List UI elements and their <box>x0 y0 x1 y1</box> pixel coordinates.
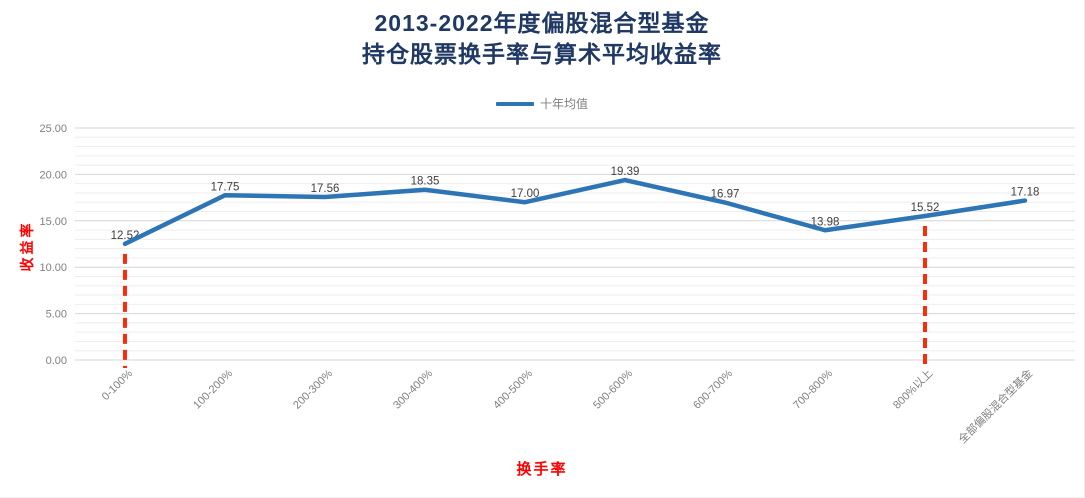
y-tick-label: 20.00 <box>39 169 67 181</box>
x-tick-label-group: 0-100% <box>100 367 135 402</box>
x-tick-label-group: 300-400% <box>391 367 435 411</box>
data-label: 17.18 <box>1011 187 1040 199</box>
x-tick-label: 700-800% <box>791 367 835 411</box>
x-tick-label-group: 400-500% <box>491 367 535 411</box>
x-tick-label-group: 500-600% <box>591 367 635 411</box>
x-tick-label: 0-100% <box>100 367 135 402</box>
x-tick-label: 400-500% <box>491 367 535 411</box>
x-tick-label-group: 700-800% <box>791 367 835 411</box>
x-tick-label-group: 100-200% <box>191 367 235 411</box>
data-label: 17.00 <box>511 188 540 200</box>
series-line <box>122 177 1028 247</box>
data-label: 17.75 <box>211 181 240 193</box>
chart-title-line1: 2013-2022年度偏股混合型基金 <box>374 10 710 36</box>
y-tick-label: 10.00 <box>39 262 67 274</box>
y-tick-label: 15.00 <box>39 216 67 228</box>
y-tick-label: 0.00 <box>46 355 67 367</box>
data-label: 17.56 <box>311 183 340 195</box>
x-tick-label: 600-700% <box>691 367 735 411</box>
x-tick-label: 全部偏股混合型基金 <box>955 366 1035 446</box>
x-tick-label-group: 800%以上 <box>890 367 935 412</box>
data-label: 18.35 <box>411 176 440 188</box>
data-label: 13.98 <box>811 216 840 228</box>
data-label: 16.97 <box>711 189 740 201</box>
y-tick-label: 5.00 <box>46 309 67 321</box>
x-tick-label-group: 全部偏股混合型基金 <box>955 366 1035 446</box>
x-tick-label-group: 600-700% <box>691 367 735 411</box>
data-label: 15.52 <box>911 202 940 214</box>
x-tick-label: 300-400% <box>391 367 435 411</box>
x-tick-label: 100-200% <box>191 367 235 411</box>
data-label: 19.39 <box>611 166 640 178</box>
x-tick-label: 200-300% <box>291 367 335 411</box>
chart-title: 2013-2022年度偏股混合型基金 持仓股票换手率与算术平均收益率 <box>0 8 1084 70</box>
legend-line-swatch <box>495 101 534 106</box>
x-tick-label-group: 200-300% <box>291 367 335 411</box>
chart-title-line2: 持仓股票换手率与算术平均收益率 <box>362 41 722 67</box>
x-tick-label: 800%以上 <box>890 367 935 412</box>
x-axis-title: 换手率 <box>516 461 568 478</box>
legend-label: 十年均值 <box>539 97 588 111</box>
x-tick-label: 500-600% <box>591 367 635 411</box>
legend: 十年均值 <box>0 95 1084 112</box>
y-tick-label: 25.00 <box>39 123 67 135</box>
